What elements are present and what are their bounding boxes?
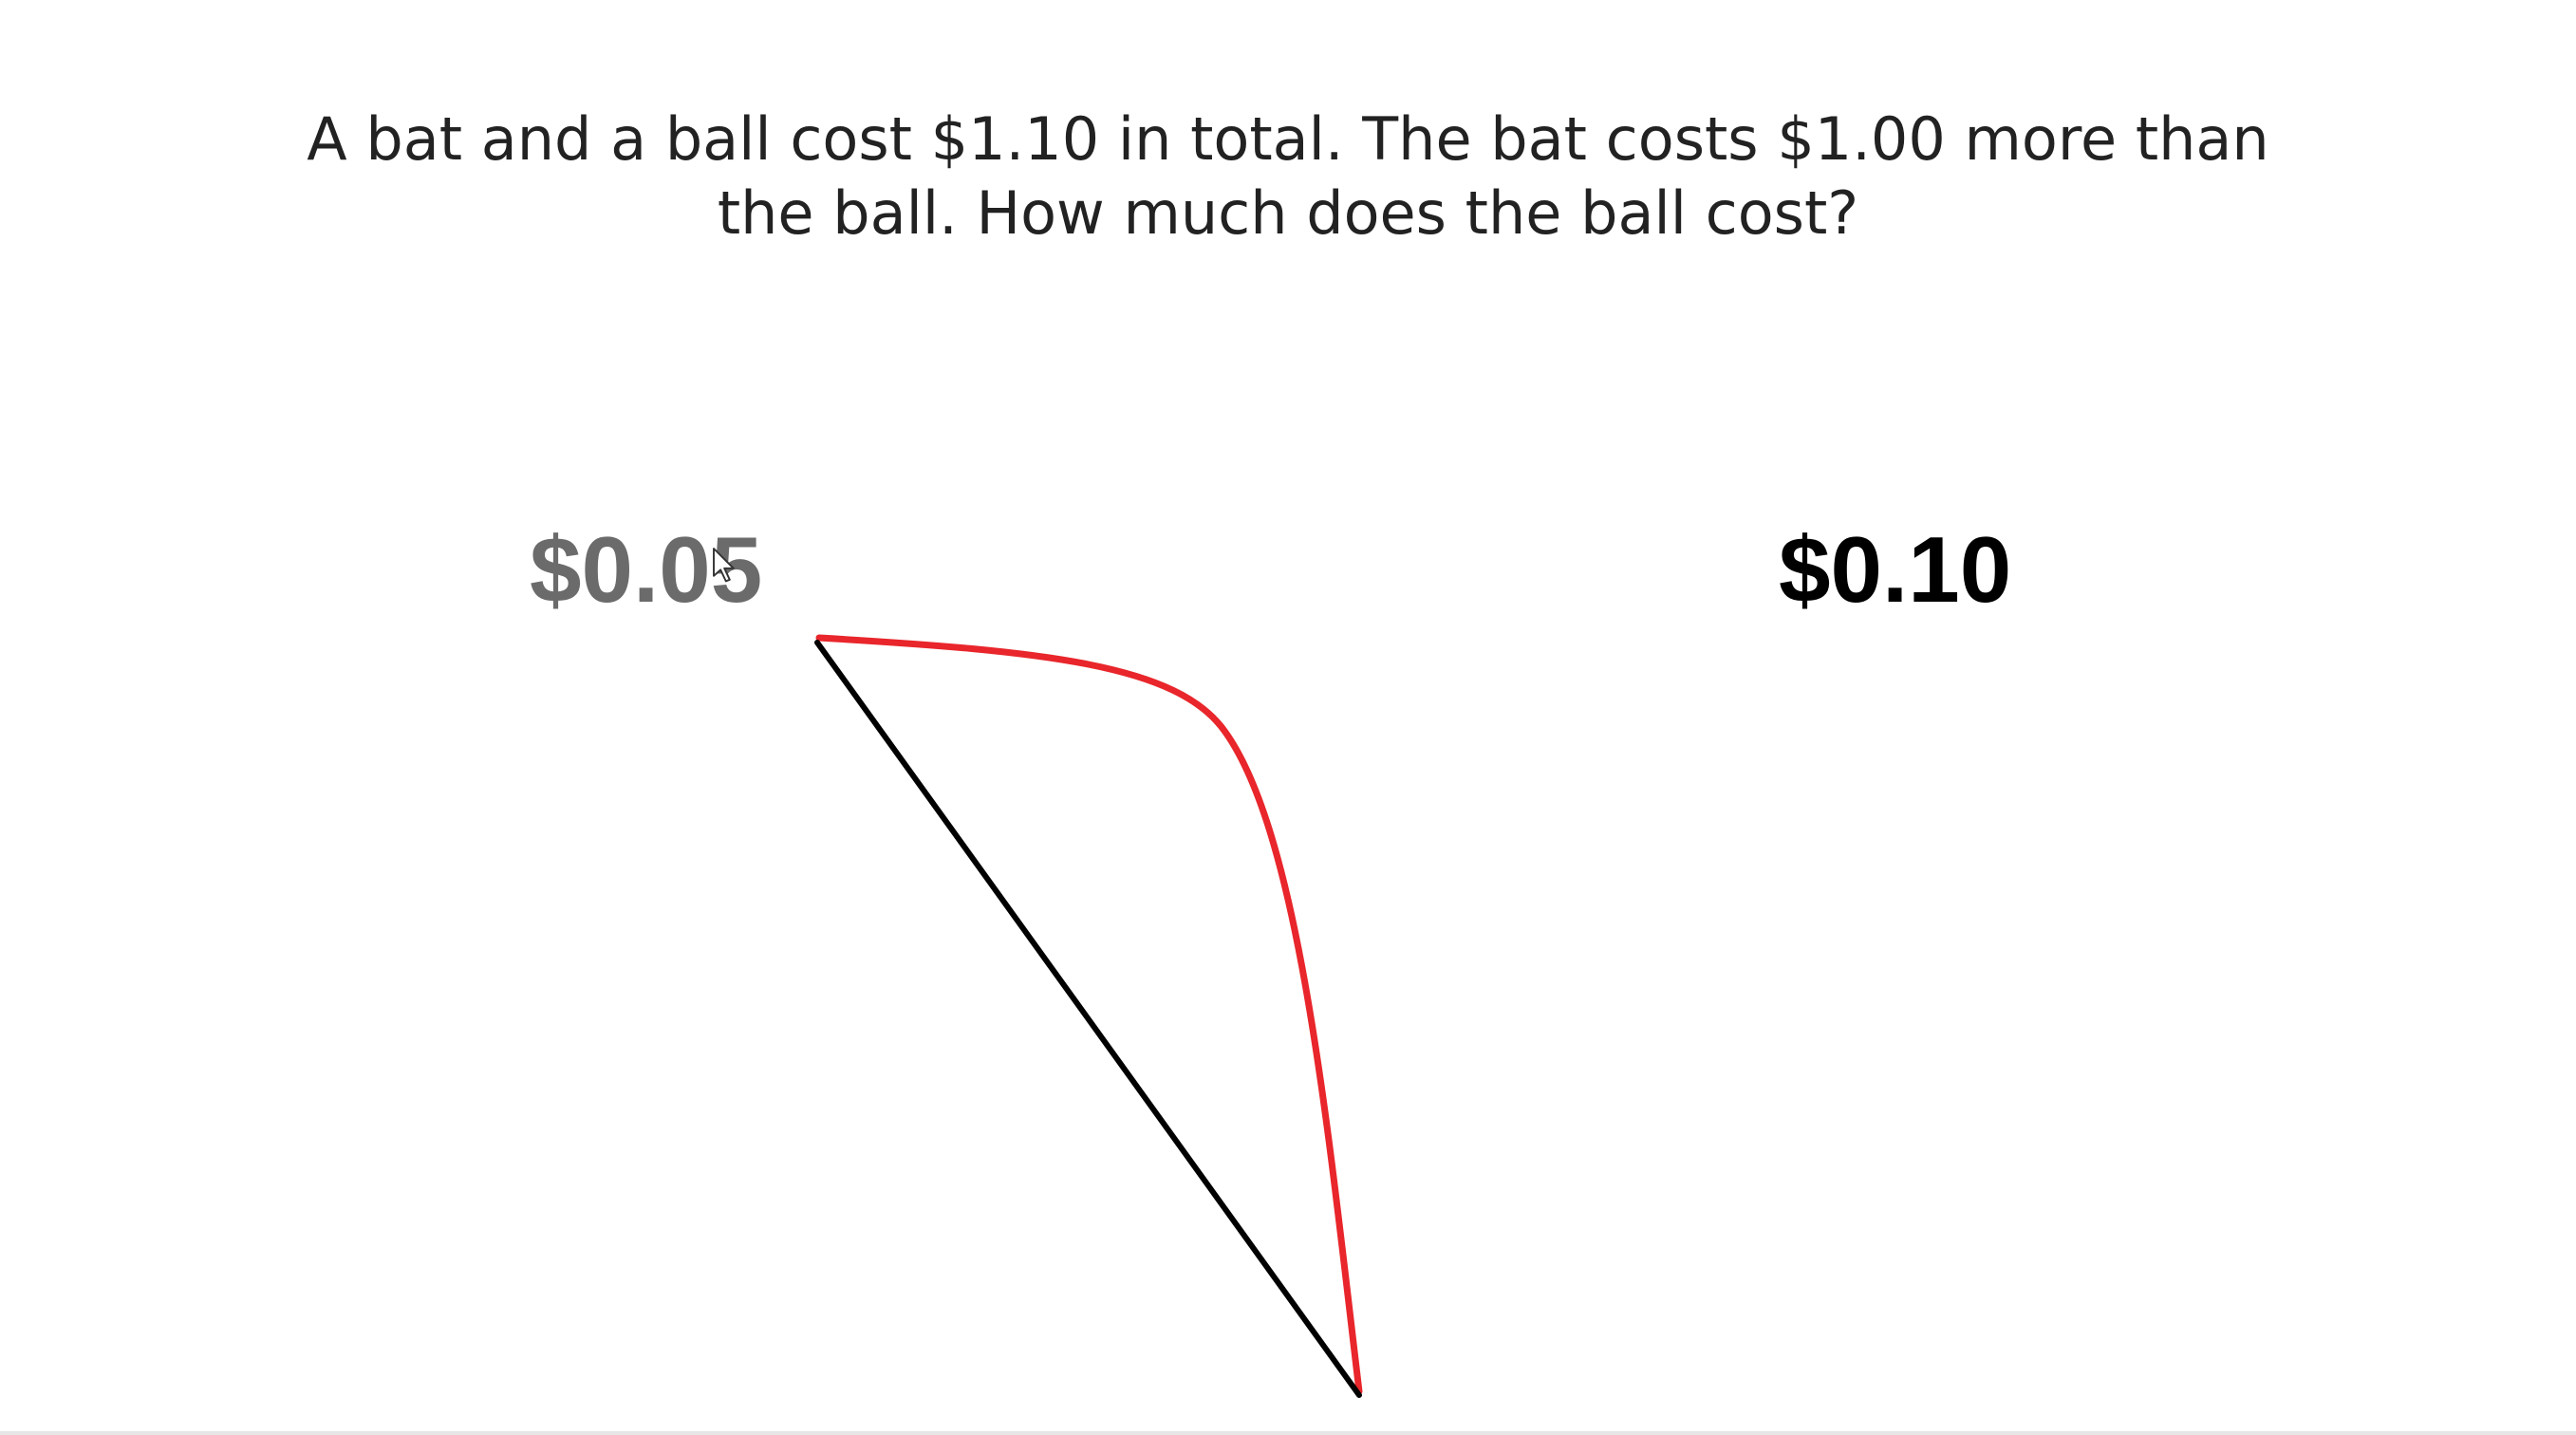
red-curved-stroke xyxy=(815,634,1363,1395)
question-text: A bat and a ball cost $1.10 in total. Th… xyxy=(0,102,2576,251)
answer-option-0-05[interactable]: $0.05 xyxy=(530,517,763,622)
bottom-border xyxy=(0,1431,2576,1435)
question-line-1: A bat and a ball cost $1.10 in total. Th… xyxy=(307,104,2269,174)
black-straight-stroke xyxy=(814,640,1362,1398)
question-line-2: the ball. How much does the ball cost? xyxy=(717,178,1859,248)
answer-option-0-10[interactable]: $0.10 xyxy=(1779,517,2012,622)
